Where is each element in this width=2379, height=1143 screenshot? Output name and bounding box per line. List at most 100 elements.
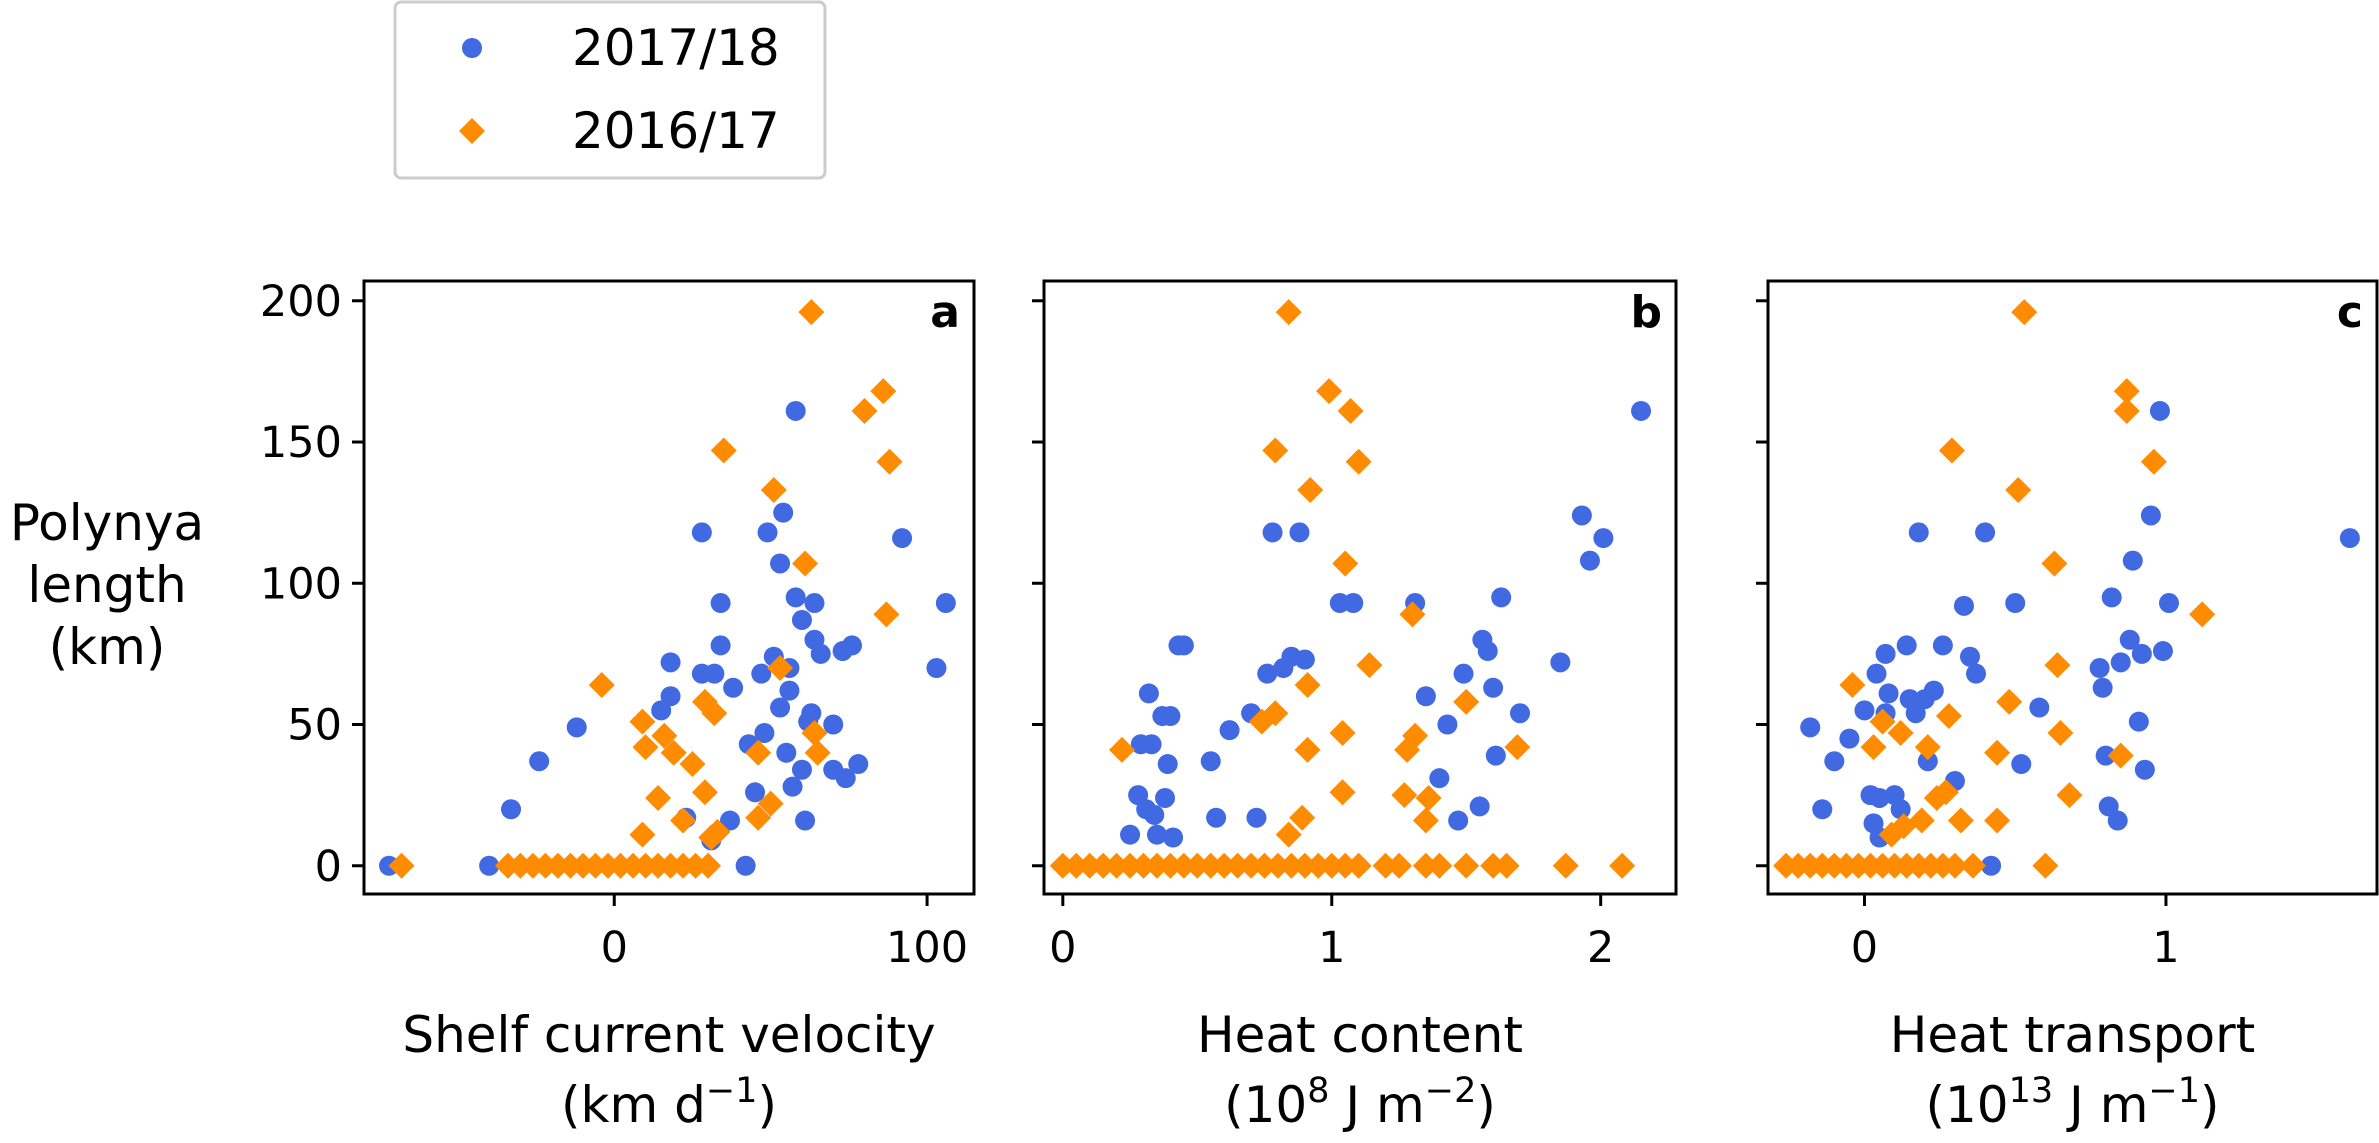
data-point-circle <box>501 799 522 820</box>
series-2016/17 <box>1049 299 1636 879</box>
data-point-circle <box>660 686 681 707</box>
data-point-diamond <box>660 739 687 766</box>
data-point-diamond <box>767 655 794 682</box>
data-point-circle <box>1144 804 1165 825</box>
unit-superscript: 8 <box>1307 1071 1329 1111</box>
data-point-circle <box>1146 824 1167 845</box>
data-point-circle <box>2107 810 2128 831</box>
data-point-circle <box>1966 663 1987 684</box>
data-point-diamond <box>1337 397 1364 424</box>
data-point-diamond <box>1984 739 2011 766</box>
data-point-circle <box>479 855 500 876</box>
y-label-line: length <box>27 556 186 614</box>
data-point-circle <box>1869 787 1890 808</box>
data-point-diamond <box>2056 782 2083 809</box>
x-axis-label: Heat transport <box>1890 1006 2256 1064</box>
series-2016/17 <box>388 299 903 879</box>
data-point-diamond <box>2032 852 2059 879</box>
data-point-diamond <box>1076 852 1103 879</box>
data-point-diamond <box>1345 852 1372 879</box>
unit-superscript: −1 <box>2148 1071 2200 1111</box>
data-point-diamond <box>1318 852 1345 879</box>
data-point-circle <box>1812 799 1833 820</box>
y-label-line: (km) <box>49 618 166 676</box>
x-tick-label: 0 <box>1049 923 1076 973</box>
data-point-diamond <box>1329 779 1356 806</box>
x-axis-unit: (108 J m−2) <box>1224 1071 1496 1134</box>
data-point-circle <box>757 522 778 543</box>
data-point-circle <box>2005 593 2026 614</box>
data-point-circle <box>810 643 831 664</box>
data-point-circle <box>720 810 740 831</box>
legend-label: 2016/17 <box>572 102 780 160</box>
unit-superscript: 13 <box>2009 1071 2054 1111</box>
data-point-diamond <box>1412 852 1439 879</box>
data-point-circle <box>1483 677 1504 698</box>
data-point-diamond <box>629 708 656 735</box>
data-point-diamond <box>1941 852 1968 879</box>
data-point-circle <box>1824 751 1845 772</box>
unit-text: J m <box>2053 1076 2148 1134</box>
data-point-diamond <box>1294 736 1321 763</box>
y-tick-label: 0 <box>315 842 342 892</box>
data-point-diamond <box>1932 779 1959 806</box>
data-point-circle <box>1469 796 1490 817</box>
data-point-circle <box>842 635 862 656</box>
unit-text: (10 <box>1224 1076 1307 1134</box>
data-point-circle <box>2119 629 2140 650</box>
data-point-circle <box>2131 643 2152 664</box>
data-point-circle <box>754 722 775 743</box>
data-point-circle <box>2089 658 2110 679</box>
data-point-diamond <box>1453 852 1480 879</box>
data-point-circle <box>1631 400 1652 421</box>
unit-text: (10 <box>1925 1076 2008 1134</box>
data-point-circle <box>791 609 812 630</box>
data-point-circle <box>1173 635 1194 656</box>
data-point-circle <box>1141 734 1162 755</box>
x-tick-label: 1 <box>1318 923 1345 973</box>
data-point-diamond <box>1402 722 1429 749</box>
data-point-circle <box>1932 635 1953 656</box>
data-point-diamond <box>1480 852 1507 879</box>
data-point-diamond <box>1262 700 1289 727</box>
plot-frame <box>362 279 976 896</box>
panel-letter: a <box>930 287 960 338</box>
data-point-circle <box>1896 635 1917 656</box>
data-point-diamond <box>1329 719 1356 746</box>
data-point-circle <box>1550 652 1571 673</box>
data-point-diamond <box>1251 852 1278 879</box>
data-point-circle <box>2339 528 2360 549</box>
data-point-diamond <box>1412 807 1439 834</box>
data-point-diamond <box>1869 708 1896 735</box>
series-2016/17 <box>1773 299 2216 879</box>
data-point-diamond <box>1609 852 1636 879</box>
data-point-circle <box>2149 400 2170 421</box>
data-point-circle <box>1448 810 1469 831</box>
data-point-diamond <box>801 719 828 746</box>
unit-text: ) <box>2200 1076 2220 1134</box>
data-point-circle <box>2158 593 2179 614</box>
y-tick-label: 200 <box>260 277 342 327</box>
data-point-diamond <box>804 739 831 766</box>
data-point-circle <box>735 855 756 876</box>
unit-text: ) <box>757 1076 777 1134</box>
data-point-diamond <box>2005 477 2032 504</box>
data-point-diamond <box>1289 804 1316 831</box>
data-point-diamond <box>1552 852 1579 879</box>
data-point-diamond <box>629 821 656 848</box>
data-point-circle <box>1908 522 1929 543</box>
data-point-diamond <box>1332 550 1359 577</box>
data-point-circle <box>745 782 766 803</box>
data-point-diamond <box>1103 852 1130 879</box>
data-point-circle <box>1571 505 1592 526</box>
data-point-circle <box>1429 768 1450 789</box>
data-point-diamond <box>1130 852 1157 879</box>
series-2017/18 <box>1120 400 1652 848</box>
panel-a: 0 50 100 150 200 0 100 a Shelf current velocity (… <box>260 277 976 1134</box>
data-point-circle <box>1219 720 1240 741</box>
data-point-circle <box>1155 787 1176 808</box>
y-tick-label: 50 <box>287 701 342 751</box>
data-point-diamond <box>1493 852 1520 879</box>
